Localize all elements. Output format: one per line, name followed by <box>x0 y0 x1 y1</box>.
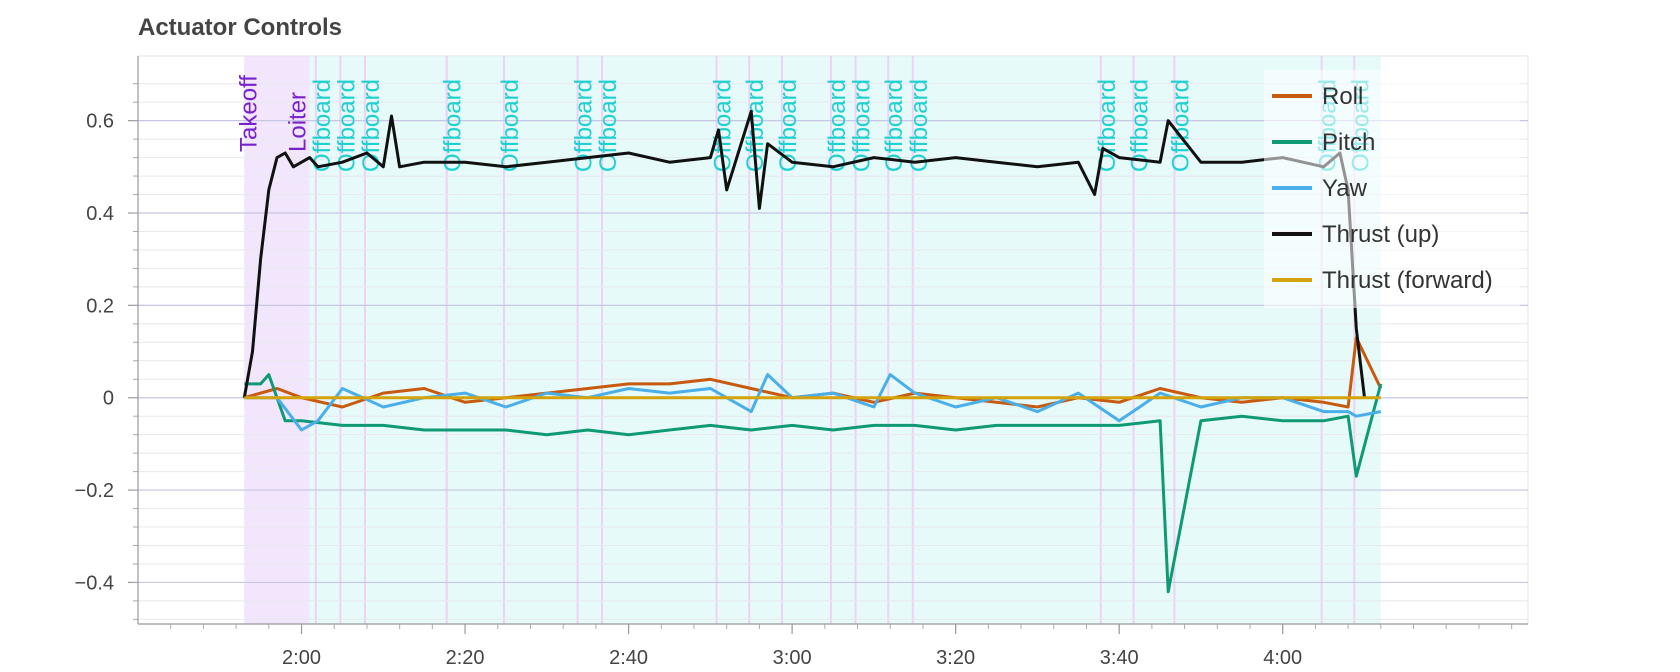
mode-label-offboard: Offboard <box>906 79 933 172</box>
mode-label-offboard: Offboard <box>1094 79 1121 172</box>
series-lines <box>242 109 1383 594</box>
y-tick-label: 0.2 <box>86 295 114 317</box>
y-tick-label: 0.4 <box>86 203 114 225</box>
y-tick-label: 0.6 <box>86 111 114 133</box>
mode-label-offboard: Offboard <box>849 79 876 172</box>
legend-item-label[interactable]: Yaw <box>1322 175 1368 202</box>
mode-label-offboard: Offboard <box>1127 79 1154 172</box>
legend-item-label[interactable]: Roll <box>1322 83 1363 110</box>
x-tick-label: 2:20 <box>446 647 485 669</box>
series-line-thrust-up <box>242 109 1366 398</box>
legend[interactable]: Roll Pitch Yaw Thrust (up) Thrust (forward) <box>1264 70 1520 308</box>
x-tick-label: 3:40 <box>1100 647 1139 669</box>
y-tick-label: −0.2 <box>75 480 114 502</box>
mode-label-offboard: Offboard <box>824 79 851 172</box>
series-line-yaw <box>244 373 1382 432</box>
x-tick-label: 4:00 <box>1263 647 1302 669</box>
y-tick-label: 0 <box>103 388 114 410</box>
x-tick-label: 2:40 <box>609 647 648 669</box>
chart-title: Actuator Controls <box>138 14 342 41</box>
legend-item-label[interactable]: Thrust (forward) <box>1322 267 1493 294</box>
mode-label-takeoff: Takeoff <box>235 75 262 152</box>
x-tick-label: 3:00 <box>773 647 812 669</box>
mode-band-takeoff <box>244 56 310 624</box>
axes: 0.6 0.4 0.2 0 −0.2 −0.4 2:00 2:20 2:40 3:00 3:20 3:… <box>75 56 1528 669</box>
mode-label-offboard: Offboard <box>775 79 802 172</box>
mode-label-offboard: Offboard <box>497 79 524 172</box>
mode-label-loiter: Loiter <box>284 92 311 152</box>
legend-item-label[interactable]: Pitch <box>1322 129 1375 156</box>
mode-label-offboard: Offboard <box>595 79 622 172</box>
legend-item-label[interactable]: Thrust (up) <box>1322 221 1439 248</box>
x-tick-label: 2:00 <box>282 647 321 669</box>
y-tick-label: −0.4 <box>75 572 114 594</box>
mode-label-offboard: Offboard <box>881 79 908 172</box>
x-tick-label: 3:20 <box>936 647 975 669</box>
mode-band-offboard <box>309 56 1381 624</box>
mode-label-offboard: Offboard <box>309 79 336 172</box>
series-line-pitch <box>244 373 1383 594</box>
mode-label-offboard: Offboard <box>440 79 467 172</box>
